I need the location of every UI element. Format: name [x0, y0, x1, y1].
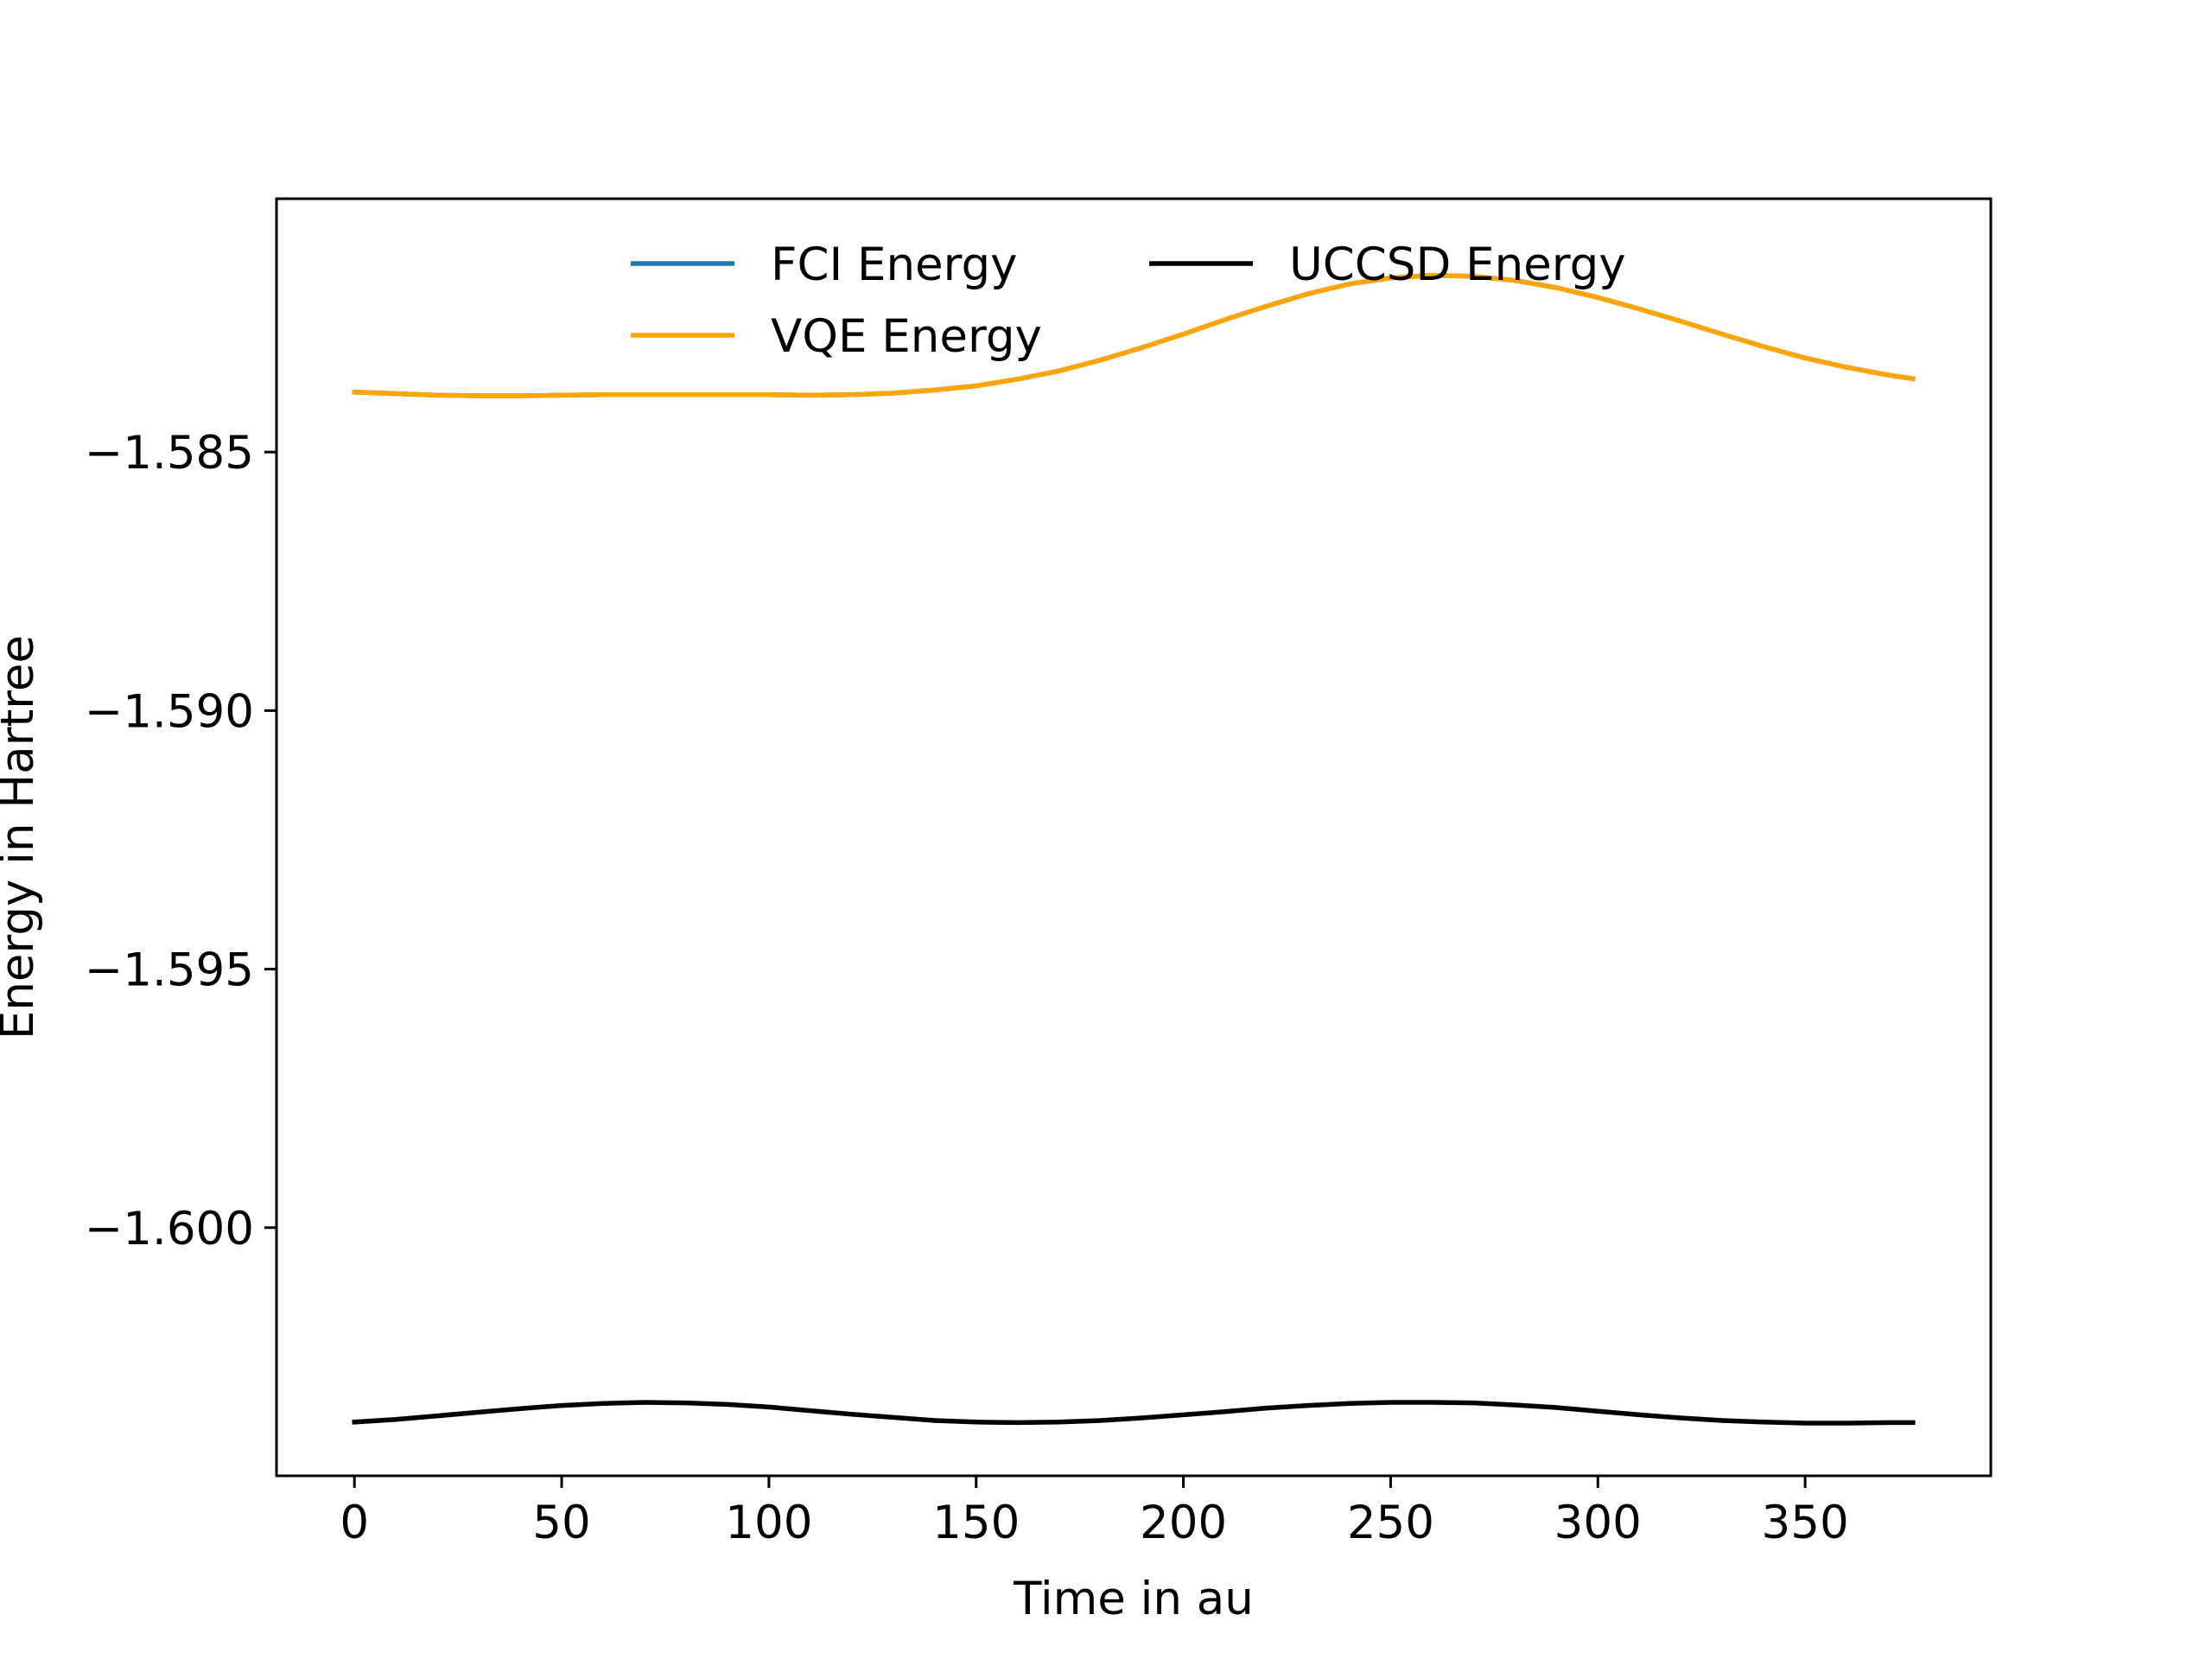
x-tick-label: 50 [532, 1497, 590, 1549]
x-axis: 0 50 100 150 200 250 300 350 [340, 1476, 1849, 1549]
y-axis: −1.585 −1.590 −1.595 −1.600 [85, 427, 276, 1255]
y-tick-label: −1.600 [85, 1203, 254, 1255]
x-tick-label: 100 [725, 1497, 812, 1549]
plot-area [275, 197, 1993, 1478]
legend-label: VQE Energy [771, 310, 1042, 363]
y-axis-label: Energy in Hartree [0, 635, 44, 1039]
series-line-vqe-energy [352, 272, 1916, 398]
series-line-uccsd-energy [352, 1400, 1916, 1426]
series-layer [352, 272, 1916, 1426]
x-tick-label: 0 [340, 1497, 369, 1549]
x-tick-label: 300 [1554, 1497, 1642, 1549]
axes-frame [275, 197, 1993, 1478]
y-tick-label: −1.585 [85, 427, 254, 480]
x-tick-label: 250 [1347, 1497, 1434, 1549]
legend: FCI Energy VQE Energy UCCSD Energy [631, 238, 1626, 363]
legend-label: UCCSD Energy [1289, 238, 1626, 291]
x-tick-label: 150 [932, 1497, 1020, 1549]
x-tick-label: 200 [1140, 1497, 1227, 1549]
y-tick-label: −1.590 [85, 685, 254, 738]
axes-background [276, 199, 1991, 1476]
legend-label: FCI Energy [771, 238, 1018, 291]
x-axis-label: Time in au [1013, 1573, 1254, 1625]
x-tick-label: 350 [1762, 1497, 1849, 1549]
y-tick-label: −1.595 [85, 944, 254, 997]
